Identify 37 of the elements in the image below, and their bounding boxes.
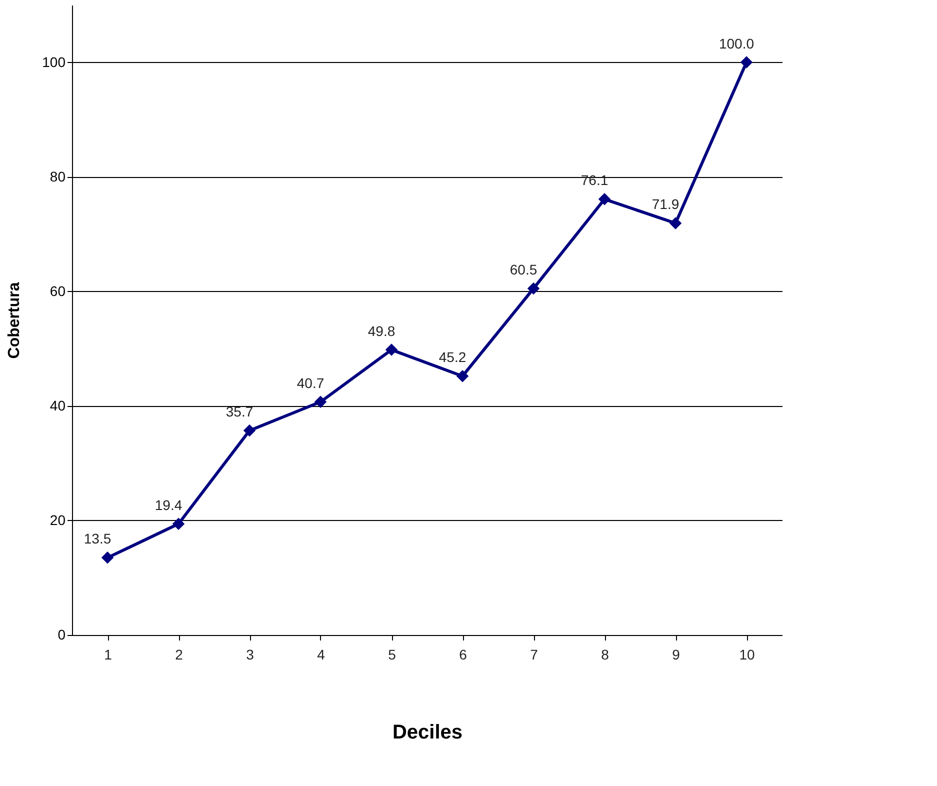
y-tick-label: 0 xyxy=(58,626,66,642)
data-label: 49.8 xyxy=(368,322,396,339)
data-label: 60.5 xyxy=(510,262,538,278)
point xyxy=(101,552,114,564)
y-tick-label: 20 xyxy=(50,512,66,528)
point xyxy=(172,518,185,530)
data-label: 45.2 xyxy=(438,349,466,366)
data-label: 35.7 xyxy=(226,404,254,420)
data-label: 100.0 xyxy=(718,35,754,52)
x-tick-label: 5 xyxy=(388,646,396,662)
x-tick-label: 4 xyxy=(317,646,326,662)
point xyxy=(385,344,398,356)
x-axis-title: Deciles xyxy=(392,722,463,744)
point xyxy=(598,193,611,206)
point xyxy=(314,396,327,408)
data-label: 13.5 xyxy=(84,530,112,547)
x-tick-label: 6 xyxy=(459,646,468,662)
x-tick-label: 7 xyxy=(530,646,538,662)
point xyxy=(740,56,753,68)
x-tick-label: 1 xyxy=(104,646,112,662)
y-axis-title: Cobertura xyxy=(6,282,24,359)
data-label: 71.9 xyxy=(652,196,680,212)
y-tick-label: 100 xyxy=(42,54,66,70)
point xyxy=(243,424,256,437)
point xyxy=(527,282,540,295)
point xyxy=(669,217,682,230)
x-tick-label: 3 xyxy=(246,646,254,662)
x-tick-label: 2 xyxy=(175,646,184,662)
y-tick-label: 60 xyxy=(50,282,66,299)
x-tick-label: 10 xyxy=(739,646,755,662)
data-label: 19.4 xyxy=(154,496,182,513)
x-tick-label: 8 xyxy=(601,646,610,662)
data-label: 40.7 xyxy=(296,374,324,391)
y-tick-label: 80 xyxy=(50,168,66,184)
x-tick-label: 9 xyxy=(672,646,680,662)
y-tick-label: 40 xyxy=(50,397,66,414)
point xyxy=(456,370,469,382)
